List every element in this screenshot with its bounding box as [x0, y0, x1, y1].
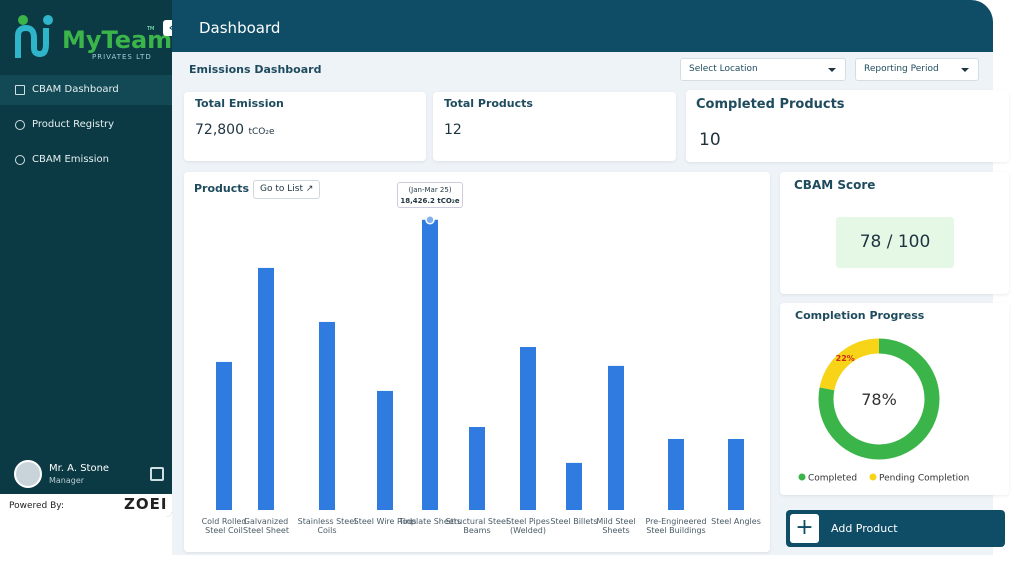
bar	[216, 361, 232, 510]
kpi-number: 72,800	[195, 122, 244, 138]
nav-item[interactable]: CBAM Emission	[0, 145, 172, 175]
x-tick-label: Structural Steel Beams	[445, 517, 509, 535]
tooltip: (Jan-Mar 25) 18,426.2 tCO₂e	[397, 181, 463, 208]
bar	[728, 438, 744, 510]
x-tick-label: Steel Pipes (Welded)	[506, 517, 550, 535]
sidebar: MyTeam TM PRIVATES LTD ‹ CBAM Dashboard …	[0, 0, 179, 517]
header-title: Dashboard	[199, 19, 281, 37]
powered-bar	[0, 494, 172, 517]
x-tick-label: Tinplate Sheets	[398, 517, 462, 526]
x-tick-label: Galvanized Steel Sheet	[243, 517, 289, 535]
kpi-card: Completed Products 10	[686, 90, 1009, 162]
x-tick-label: Stainless Steel Coils	[297, 517, 357, 535]
kpi-unit: tCO₂e	[248, 127, 275, 137]
user-name: Mr. A. Stone	[49, 463, 110, 474]
bar	[469, 426, 485, 510]
tooltip-period: (Jan-Mar 25)	[408, 185, 452, 194]
nav-item[interactable]: Product Registry	[0, 110, 172, 140]
donut-segment	[818, 338, 940, 460]
kpi-card: Total Products 12	[433, 92, 676, 161]
legend-swatch	[869, 473, 877, 481]
score-card: CBAM Score 78 / 100	[780, 172, 1009, 294]
legend-label: Completed	[808, 474, 857, 484]
tooltip-value: 18,426.2 tCO₂e	[400, 196, 460, 205]
avatar	[14, 460, 42, 488]
logo-name: MyTeam	[62, 26, 173, 54]
kpi-label: Completed Products	[696, 97, 845, 112]
bar	[258, 267, 274, 510]
legend-swatch	[798, 473, 806, 481]
bar	[422, 219, 438, 510]
x-tick-label: Cold Rolled Steel Coil	[201, 517, 247, 535]
user-role: Manager	[49, 476, 85, 485]
x-tick-label: Steel Angles	[711, 517, 761, 526]
section-title: Emissions Dashboard	[189, 63, 322, 76]
products-card: Products Go to List ↗ Cold Rolled Steel …	[184, 172, 770, 552]
button-label: Add Product	[831, 522, 898, 535]
select-text: Select Location	[689, 64, 758, 74]
score-title: CBAM Score	[794, 178, 876, 192]
x-tick-label: Steel Wire Rods	[353, 517, 417, 526]
nav-label: CBAM Emission	[32, 154, 109, 165]
powered-logo: ZOEI	[124, 495, 168, 513]
logo-tm: TM	[147, 26, 155, 32]
bar	[377, 390, 393, 510]
bar	[608, 365, 624, 510]
bar	[668, 438, 684, 510]
add-product-button[interactable]: + Add Product	[786, 510, 1005, 547]
progress-title: Completion Progress	[795, 309, 925, 322]
go-to-list[interactable]: Go to List ↗	[253, 180, 321, 199]
nav-label: CBAM Dashboard	[32, 84, 119, 95]
bar	[319, 321, 335, 510]
x-tick-label: Pre-Engineered Steel Buildings	[645, 517, 707, 535]
period-select[interactable]: Reporting Period	[855, 58, 979, 81]
kpi-value: 10	[699, 130, 721, 150]
kpi-value: 12	[444, 122, 462, 138]
link-text: Go to List	[260, 184, 303, 194]
bar	[566, 462, 582, 510]
x-tick-label: Steel Billets	[550, 517, 598, 526]
tooltip-dot	[425, 215, 435, 225]
products-title: Products	[194, 182, 250, 195]
donut-segment-label: 22%	[836, 354, 855, 363]
logout-button[interactable]	[150, 467, 164, 481]
plus-icon: +	[790, 514, 819, 543]
donut-center-label: 78%	[861, 390, 897, 409]
kpi-label: Total Emission	[195, 97, 284, 110]
legend-label: Pending Completion	[879, 474, 969, 484]
bar-chart	[216, 215, 744, 510]
bar	[520, 346, 536, 510]
logo-tagline: PRIVATES LTD	[92, 53, 152, 61]
nav-label: Product Registry	[32, 119, 115, 130]
select-text: Reporting Period	[864, 64, 939, 74]
kpi-value: 72,800 tCO₂e	[195, 122, 275, 138]
location-select[interactable]: Select Location	[680, 58, 846, 81]
kpi-card: Total Emission 72,800 tCO₂e	[184, 92, 426, 161]
header: Dashboard	[172, 0, 993, 52]
kpi-label: Total Products	[444, 97, 533, 110]
powered-label: Powered By:	[9, 501, 65, 511]
progress-card: Completion Progress 78% 22% Completed Pendi…	[780, 303, 1009, 495]
logo-mark	[15, 15, 53, 58]
x-tick-label: Mild Steel Sheets	[596, 517, 636, 535]
donut-chart: 78% 22% Completed Pending Completion	[798, 338, 969, 484]
nav-item[interactable]: CBAM Dashboard	[0, 75, 172, 105]
score-value: 78 / 100	[836, 217, 954, 268]
